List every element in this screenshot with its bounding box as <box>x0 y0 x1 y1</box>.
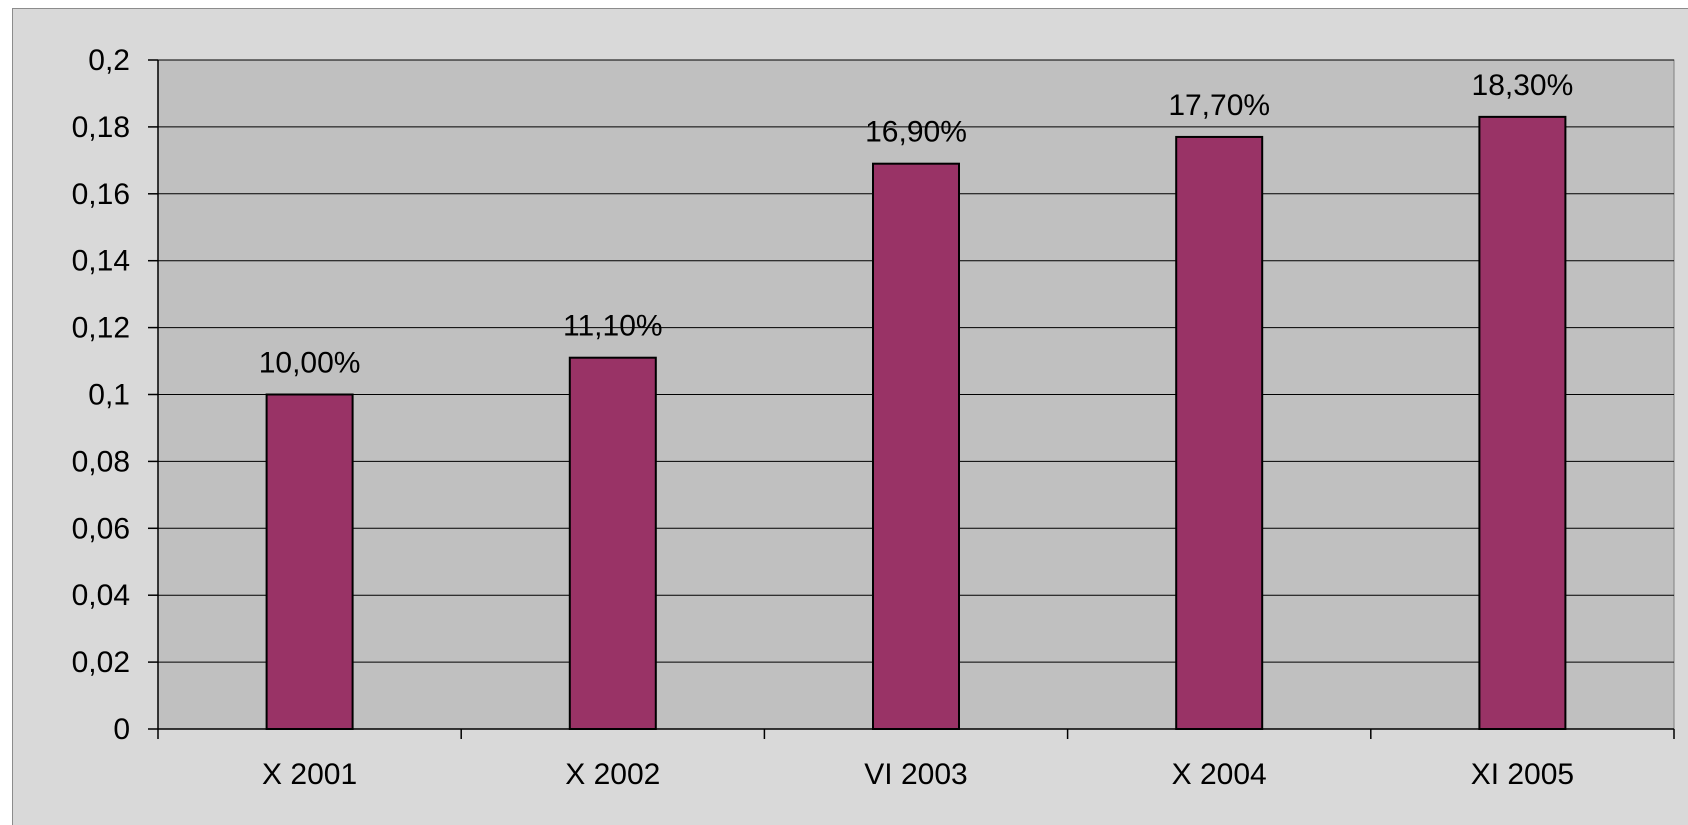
x-axis: X 2001 X 2002 VI 2003 X 2004 XI 2005 <box>157 728 1675 791</box>
bar <box>872 162 960 730</box>
y-tick-label: 0,12 <box>72 312 130 345</box>
bar <box>568 356 657 730</box>
y-tick-label: 0,18 <box>72 111 130 144</box>
data-label: 18,30% <box>1472 69 1574 102</box>
bar <box>1478 115 1567 731</box>
y-tick-label: 0,2 <box>88 44 130 77</box>
x-tick-label: X 2002 <box>565 758 660 791</box>
data-label: 17,70% <box>1168 89 1270 122</box>
y-tick-label: 0,04 <box>72 579 130 612</box>
y-tick-label: 0,14 <box>72 245 130 278</box>
x-tick-label: X 2004 <box>1172 758 1267 791</box>
data-label: 11,10% <box>563 310 663 343</box>
bars <box>265 115 1567 731</box>
data-label: 10,00% <box>259 347 361 380</box>
bar <box>1175 135 1264 730</box>
y-tick-label: 0,06 <box>72 512 130 545</box>
x-tick-label: XI 2005 <box>1471 758 1574 791</box>
y-tick-label: 0,1 <box>88 379 130 412</box>
y-axis: 0 0,02 0,04 0,06 0,08 0,1 0,12 0,14 0,16 0,18 0,2 <box>72 44 159 746</box>
y-tick-label: 0,02 <box>72 646 130 679</box>
data-label: 16,90% <box>865 116 967 149</box>
y-tick-label: 0,08 <box>72 445 130 478</box>
x-tick-label: VI 2003 <box>864 758 967 791</box>
data-labels: 10,00% 11,10% 16,90% 17,70% 18,30% <box>259 69 1574 380</box>
y-tick-label: 0 <box>113 713 130 746</box>
y-tick-label: 0,16 <box>72 178 130 211</box>
bar <box>265 393 354 730</box>
x-tick-label: X 2001 <box>262 758 357 791</box>
